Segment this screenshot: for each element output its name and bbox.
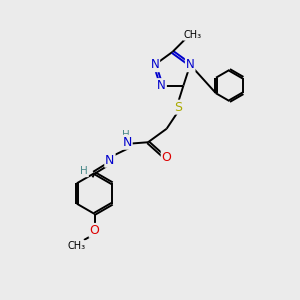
Text: CH₃: CH₃ xyxy=(68,241,85,251)
Text: S: S xyxy=(174,100,182,114)
Text: N: N xyxy=(157,79,166,92)
Text: O: O xyxy=(90,224,99,237)
Text: N: N xyxy=(150,58,159,71)
Text: N: N xyxy=(122,136,132,149)
Text: O: O xyxy=(162,151,172,164)
Text: N: N xyxy=(105,154,115,167)
Text: H: H xyxy=(80,166,88,176)
Text: CH₃: CH₃ xyxy=(184,30,202,40)
Text: H: H xyxy=(122,130,129,140)
Text: N: N xyxy=(186,58,195,71)
